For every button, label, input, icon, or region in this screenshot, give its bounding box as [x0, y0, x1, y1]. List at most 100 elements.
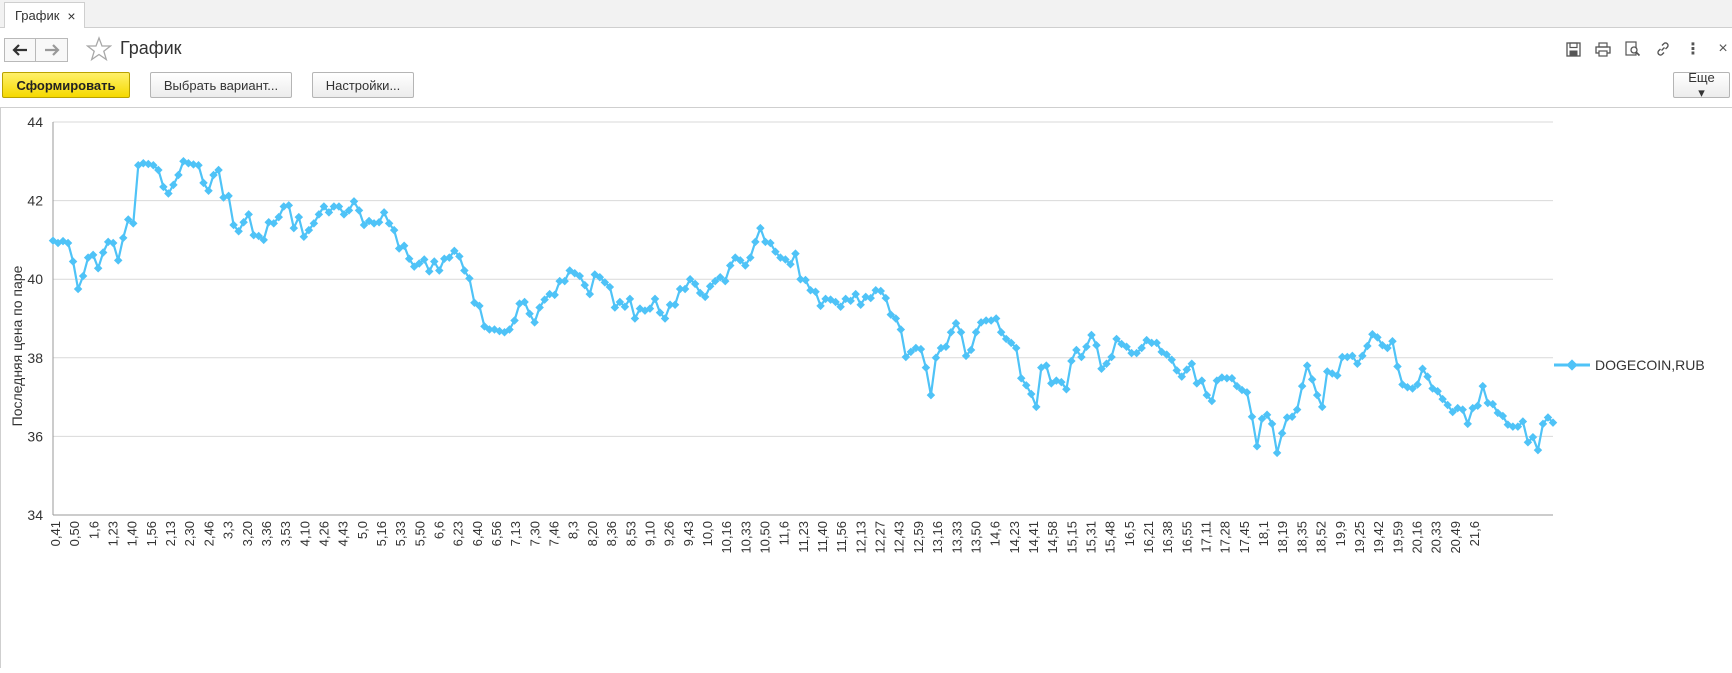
- data-point: [580, 280, 590, 290]
- data-point: [359, 220, 369, 230]
- data-point: [650, 294, 660, 304]
- x-tick-label: 19,42: [1371, 521, 1386, 554]
- tab-chart[interactable]: График ×: [4, 2, 85, 28]
- y-tick-label: 44: [27, 114, 43, 130]
- x-tick-label: 6,56: [489, 521, 504, 546]
- x-tick-label: 19,25: [1352, 521, 1367, 554]
- data-point: [1242, 388, 1252, 397]
- data-point: [354, 206, 364, 215]
- x-tick-label: 1,6: [86, 521, 101, 539]
- data-point: [1548, 418, 1558, 427]
- x-tick-label: 4,26: [316, 521, 331, 546]
- data-point: [1528, 432, 1538, 442]
- x-tick-label: 10,33: [738, 521, 753, 554]
- x-tick-label: 16,5: [1122, 521, 1137, 546]
- x-tick-label: 18,19: [1275, 521, 1290, 554]
- series-layer: [48, 157, 1558, 458]
- data-point: [1538, 419, 1548, 429]
- x-tick-label: 7,30: [527, 521, 542, 546]
- y-tick-label: 36: [27, 428, 43, 444]
- link-icon[interactable]: [1654, 40, 1672, 58]
- more-vertical-icon[interactable]: ⋮: [1685, 41, 1701, 58]
- data-point: [334, 202, 344, 211]
- x-tick-label: 3,53: [278, 521, 293, 546]
- data-point: [1307, 375, 1317, 384]
- x-tick-label: 3,20: [240, 521, 255, 546]
- data-point: [736, 256, 745, 265]
- x-tick-label: 10,0: [700, 521, 715, 546]
- data-point: [88, 250, 98, 260]
- data-point: [1423, 372, 1432, 381]
- data-point: [224, 191, 233, 201]
- choose-variant-button[interactable]: Выбрать вариант...: [150, 72, 292, 98]
- data-point: [1087, 330, 1096, 340]
- data-point: [460, 266, 469, 275]
- data-point: [1072, 345, 1081, 355]
- data-point: [856, 300, 865, 309]
- y-tick-label: 38: [27, 350, 43, 366]
- data-point: [73, 284, 83, 294]
- x-tick-label: 0,41: [48, 521, 63, 546]
- printer-icon[interactable]: [1594, 40, 1612, 58]
- data-point: [389, 225, 399, 235]
- data-point: [675, 284, 685, 294]
- data-point: [1102, 359, 1111, 368]
- grid-lines: [53, 121, 1553, 516]
- x-tick-label: 20,33: [1429, 521, 1444, 554]
- x-tick-label: 9,26: [662, 521, 677, 546]
- data-point: [791, 249, 800, 258]
- data-point: [891, 314, 901, 323]
- data-point: [1463, 419, 1472, 429]
- data-point: [455, 252, 464, 261]
- tab-close-icon[interactable]: ×: [67, 7, 76, 24]
- x-tick-label: 15,31: [1083, 521, 1098, 554]
- x-tick-label: 19,9: [1333, 521, 1348, 546]
- forward-button[interactable]: [36, 38, 68, 62]
- floppy-disk-icon[interactable]: [1564, 40, 1582, 58]
- data-point: [1508, 422, 1518, 431]
- settings-button[interactable]: Настройки...: [312, 72, 414, 98]
- data-point: [399, 241, 409, 251]
- data-point: [204, 186, 213, 196]
- x-tick-label: 21,6: [1467, 521, 1482, 546]
- data-point: [1042, 361, 1051, 370]
- data-point: [1297, 381, 1307, 391]
- data-point: [1272, 448, 1282, 458]
- data-point: [93, 263, 103, 273]
- print-preview-icon[interactable]: [1624, 40, 1642, 58]
- data-point: [630, 314, 640, 323]
- x-tick-label: 11,40: [815, 521, 830, 553]
- data-point: [605, 282, 615, 292]
- x-tick-label: 6,6: [432, 521, 447, 539]
- data-point: [379, 208, 389, 217]
- data-point: [1222, 373, 1232, 383]
- arrow-left-icon: [12, 44, 27, 56]
- x-tick-label: 16,21: [1141, 521, 1156, 554]
- x-tick-label: 8,53: [623, 521, 638, 546]
- x-tick-label: 5,16: [374, 521, 389, 546]
- data-point: [951, 318, 961, 328]
- data-point: [991, 314, 1001, 323]
- back-button[interactable]: [4, 38, 36, 62]
- data-point: [1006, 338, 1016, 348]
- data-point: [113, 256, 123, 265]
- data-point: [851, 289, 860, 299]
- more-actions-button[interactable]: Еще ▾: [1673, 70, 1730, 100]
- window-actions: ⋮ ×: [1564, 40, 1732, 58]
- close-icon[interactable]: ×: [1718, 40, 1728, 57]
- data-point: [535, 303, 544, 312]
- data-point: [1333, 371, 1342, 380]
- data-point: [896, 325, 906, 334]
- x-tick-label: 20,49: [1448, 521, 1463, 554]
- page-title: График: [120, 38, 182, 58]
- data-point: [610, 303, 620, 312]
- data-point: [665, 300, 675, 309]
- generate-button[interactable]: Сформировать: [2, 72, 130, 98]
- x-tick-label: 3,36: [259, 521, 274, 546]
- data-point: [229, 220, 238, 230]
- data-point: [1092, 340, 1101, 350]
- star-icon[interactable]: [86, 36, 112, 62]
- x-tick-label: 1,40: [125, 521, 140, 546]
- data-point: [1067, 356, 1076, 366]
- data-point: [78, 271, 88, 281]
